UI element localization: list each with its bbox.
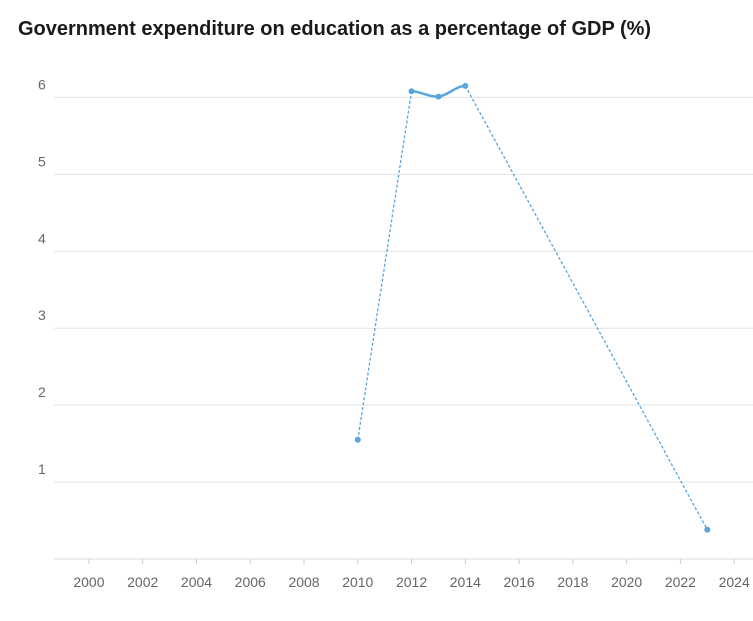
data-point (704, 526, 711, 533)
x-tick-label: 2004 (181, 574, 212, 590)
y-tick-label: 5 (38, 153, 46, 169)
x-tick-label: 2016 (504, 574, 535, 590)
x-tick-label: 2002 (127, 574, 158, 590)
x-tick-label: 2010 (342, 574, 373, 590)
series-line-segment (438, 84, 466, 98)
series-gap-segment (357, 91, 413, 440)
y-tick-label: 6 (38, 76, 46, 92)
x-axis: 2000 2002 2004 2006 2008 2010 2012 2014 2016 2018… (73, 559, 750, 590)
x-tick-label: 2006 (235, 574, 266, 590)
series-line-segment (411, 89, 439, 98)
data-point (354, 436, 361, 443)
y-tick-label: 4 (38, 230, 46, 246)
data-point (462, 82, 469, 89)
x-tick-label: 2014 (450, 574, 481, 590)
y-tick-label: 2 (38, 384, 46, 400)
x-tick-label: 2018 (557, 574, 588, 590)
x-tick-label: 2000 (73, 574, 104, 590)
series-gap-segment (464, 85, 708, 531)
x-tick-label: 2008 (288, 574, 319, 590)
data-point (435, 93, 442, 100)
x-tick-label: 2022 (665, 574, 696, 590)
data-series (354, 82, 711, 533)
data-point (408, 88, 415, 95)
x-tick-label: 2012 (396, 574, 427, 590)
chart-title: Government expenditure on education as a… (18, 18, 652, 40)
y-axis: 1 2 3 4 5 6 (38, 76, 46, 477)
x-tick-label: 2024 (719, 574, 750, 590)
y-tick-label: 1 (38, 461, 46, 477)
y-tick-label: 3 (38, 307, 46, 323)
grid-lines (54, 96, 753, 560)
x-tick-label: 2020 (611, 574, 642, 590)
